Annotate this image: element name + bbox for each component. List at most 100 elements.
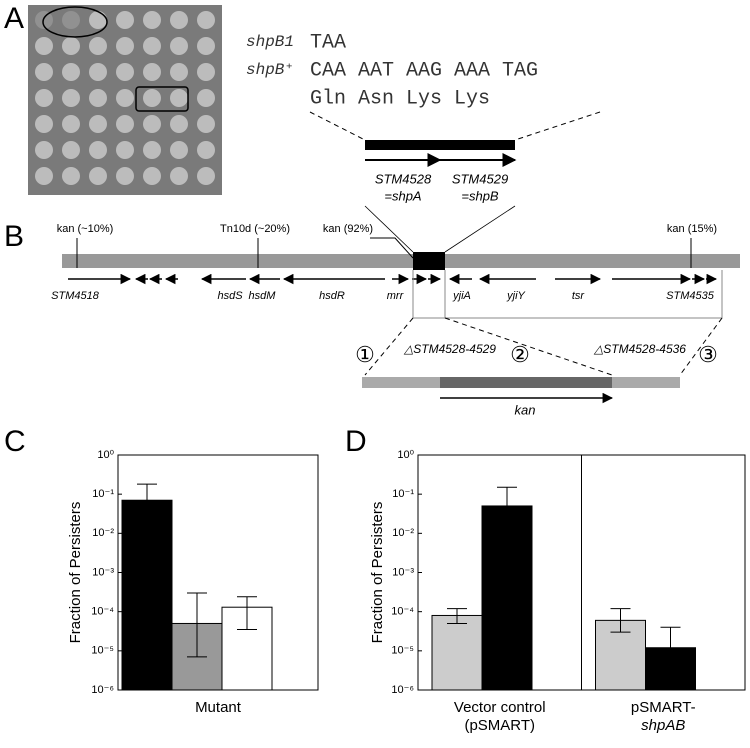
insertion-label: kan (92%) <box>323 223 373 235</box>
bar <box>481 505 533 691</box>
x-category-label: pSMART- <box>631 699 696 716</box>
colony <box>62 115 80 133</box>
colony <box>197 115 215 133</box>
colony <box>35 89 53 107</box>
bar <box>431 614 483 691</box>
highlight <box>135 86 189 112</box>
y-tick-label: 10⁻³ <box>92 566 114 578</box>
colony <box>35 115 53 133</box>
x-category-label: Mutant <box>195 699 242 716</box>
codons: CAA AAT AAG AAA TAG <box>310 59 538 82</box>
y-tick-label: 10⁻¹ <box>92 488 114 500</box>
colony <box>116 115 134 133</box>
colony <box>197 89 215 107</box>
panel-label: B <box>4 220 24 253</box>
y-tick-label: 10⁻⁴ <box>391 606 414 618</box>
gene-label: STM4518 <box>51 290 100 302</box>
operon-bar <box>365 140 515 150</box>
colony <box>89 167 107 185</box>
zoom-line <box>364 205 414 253</box>
colony <box>197 11 215 29</box>
plate <box>28 5 222 195</box>
colony <box>89 11 107 29</box>
colony <box>89 89 107 107</box>
gene-label: hsdM <box>249 290 277 302</box>
gene-label: yjiA <box>452 290 471 302</box>
zoom-line <box>444 317 613 376</box>
colony <box>170 115 188 133</box>
gene-alias: =shpA <box>384 188 421 203</box>
allele-label: shpB1 <box>246 33 294 51</box>
chromosome <box>62 254 740 268</box>
colony <box>143 11 161 29</box>
panel-label: A <box>4 2 24 35</box>
cassette-label: kan <box>515 402 536 417</box>
insertion-label: Tn10d (~20%) <box>220 223 290 235</box>
colony <box>170 89 188 107</box>
deletion-bracket <box>412 270 723 319</box>
y-tick-label: 10⁻⁴ <box>91 606 114 618</box>
colony <box>197 141 215 159</box>
y-tick-label: 10⁰ <box>97 449 114 461</box>
insertion-label: kan (15%) <box>667 223 717 235</box>
panel-label: D <box>345 425 367 458</box>
y-tick-label: 10⁰ <box>397 449 414 461</box>
site-label: ② <box>510 342 530 367</box>
colony <box>116 89 134 107</box>
x-category-label: Vector control <box>454 699 546 716</box>
colony <box>62 167 80 185</box>
colony <box>170 37 188 55</box>
colony <box>89 37 107 55</box>
colony <box>62 63 80 81</box>
colony <box>62 11 80 29</box>
colony <box>35 37 53 55</box>
y-tick-label: 10⁻² <box>392 527 414 539</box>
colony <box>143 167 161 185</box>
colony <box>62 141 80 159</box>
site-label: ③ <box>698 342 718 367</box>
allele-label: shpB⁺ <box>246 61 294 79</box>
deletion-label: △STM4528-4536 <box>593 342 686 356</box>
y-tick-label: 10⁻⁶ <box>91 684 114 696</box>
translation: Gln Asn Lys Lys <box>310 87 490 110</box>
colony <box>197 37 215 55</box>
colony <box>170 141 188 159</box>
operon-box <box>413 252 445 270</box>
site-label: ① <box>355 342 375 367</box>
colony <box>143 37 161 55</box>
bar <box>645 647 696 691</box>
gene-labels: STM4518 hsdS hsdM hsdR mrr yjiA yjiY tsr… <box>51 290 715 302</box>
y-tick-label: 10⁻⁶ <box>391 684 414 696</box>
gene-label: STM4528 <box>375 171 432 186</box>
zoom-line <box>444 205 516 253</box>
insertion-label: kan (~10%) <box>57 223 114 235</box>
y-axis-title: Fraction of Persisters <box>67 502 84 644</box>
gene-label: hsdR <box>319 290 345 302</box>
zoom-line <box>514 111 601 141</box>
colony <box>143 63 161 81</box>
gene-label: STM4529 <box>452 171 508 186</box>
deletion-label: △STM4528-4529 <box>403 342 496 356</box>
colony <box>116 37 134 55</box>
colony <box>62 37 80 55</box>
x-category-label: (pSMART) <box>464 717 535 734</box>
colony <box>89 63 107 81</box>
colony <box>143 89 161 107</box>
y-tick-label: 10⁻² <box>92 527 114 539</box>
colony <box>35 141 53 159</box>
zoom-line <box>364 317 414 376</box>
kan-cassette <box>440 377 612 388</box>
colony <box>116 167 134 185</box>
gene-alias: =shpB <box>461 188 499 203</box>
colony <box>116 63 134 81</box>
colony <box>170 63 188 81</box>
colony <box>170 11 188 29</box>
y-axis-title: Fraction of Persisters <box>369 502 386 644</box>
gene-label: hsdS <box>217 290 243 302</box>
y-tick-label: 10⁻¹ <box>392 488 414 500</box>
panel-label: C <box>4 425 26 458</box>
colony <box>89 115 107 133</box>
colony <box>197 63 215 81</box>
colony <box>143 115 161 133</box>
